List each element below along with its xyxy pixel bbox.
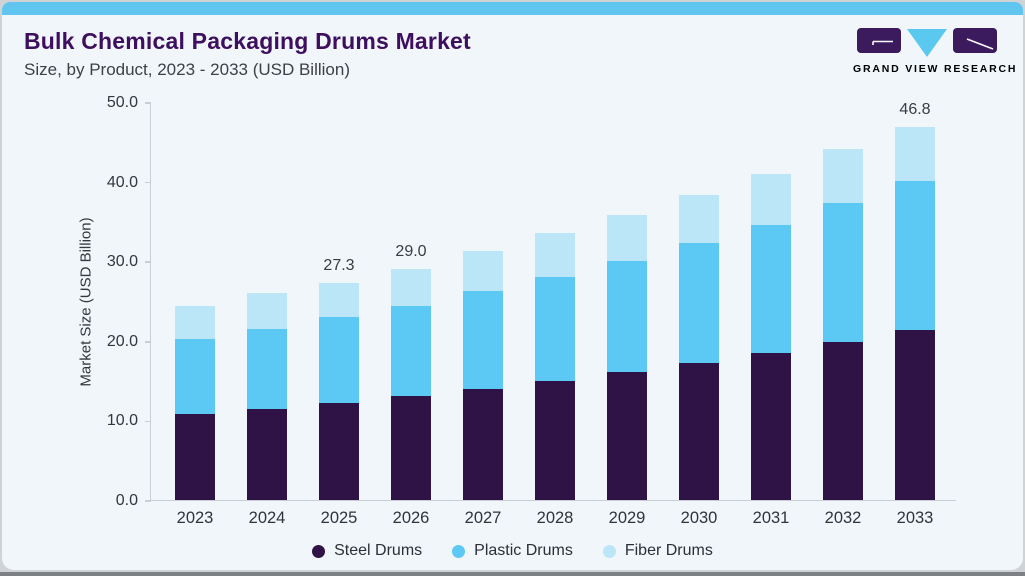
bar-segment-2031-fiber-drums (751, 174, 791, 226)
bar-segment-2023-plastic-drums (175, 339, 215, 415)
bar-segment-2032-steel-drums (823, 341, 863, 500)
chart-subtitle: Size, by Product, 2023 - 2033 (USD Billi… (24, 60, 350, 79)
x-tick-label-2025: 2025 (320, 509, 358, 527)
bar-segment-2028-fiber-drums (535, 233, 575, 278)
legend-item-fiber-drums: Fiber Drums (602, 542, 713, 560)
chart-title: Bulk Chemical Packaging Drums Market (24, 28, 471, 54)
legend-label: Plastic Drums (474, 542, 573, 559)
bar-2027 (463, 250, 503, 500)
bar-2023 (175, 305, 215, 500)
bar-segment-2029-steel-drums (607, 371, 647, 500)
legend-swatch-icon (602, 544, 616, 558)
y-tick-label: 20.0 (106, 332, 138, 350)
bar-segment-2024-fiber-drums (247, 293, 287, 329)
chart-legend: Steel Drums Plastic Drums Fiber Drums (2, 542, 1023, 560)
bar-segment-2030-fiber-drums (679, 195, 719, 243)
y-tick-mark (145, 181, 151, 184)
bar-2032 (823, 148, 863, 500)
bar-segment-2029-fiber-drums (607, 215, 647, 262)
legend-swatch-icon (452, 544, 466, 558)
logo-r-glyph-icon (953, 28, 997, 53)
x-tick-label-2030: 2030 (680, 509, 718, 527)
bar-total-label-2033: 46.8 (899, 101, 931, 119)
bar-2033 (895, 127, 935, 500)
legend-label: Steel Drums (334, 542, 423, 559)
bar-segment-2027-steel-drums (463, 389, 503, 500)
x-tick-label-2027: 2027 (464, 509, 502, 527)
accent-strip (2, 2, 1023, 15)
bar-segment-2030-plastic-drums (679, 242, 719, 364)
y-tick-label: 10.0 (106, 412, 138, 430)
bar-segment-2026-steel-drums (391, 395, 431, 500)
bar-2030 (679, 195, 719, 500)
bar-total-label-2025: 27.3 (323, 256, 355, 274)
bar-segment-2026-plastic-drums (391, 305, 431, 396)
x-tick-label-2023: 2023 (176, 509, 214, 527)
y-tick-label: 0.0 (115, 492, 138, 509)
bar-segment-2024-plastic-drums (247, 328, 287, 410)
y-tick-label: 50.0 (106, 94, 138, 111)
legend-item-steel-drums: Steel Drums (312, 542, 422, 560)
y-tick-label: 40.0 (106, 173, 138, 191)
y-tick-label: 30.0 (106, 253, 138, 271)
x-tick-label-2033: 2033 (896, 509, 934, 527)
bar-total-label-2026: 29.0 (395, 243, 427, 261)
x-tick-label-2026: 2026 (392, 509, 430, 527)
y-tick-mark (145, 261, 151, 263)
bar-segment-2023-fiber-drums (175, 305, 215, 340)
bar-segment-2025-fiber-drums (319, 282, 359, 317)
x-tick-label-2028: 2028 (536, 509, 574, 527)
bar-segment-2027-plastic-drums (463, 291, 503, 390)
bar-segment-2030-steel-drums (679, 363, 719, 500)
bar-2026 (391, 269, 431, 500)
x-tick-label-2031: 2031 (752, 509, 790, 527)
x-tick-label-2032: 2032 (824, 509, 862, 527)
legend-item-plastic-drums: Plastic Drums (452, 542, 573, 560)
x-tick-label-2029: 2029 (608, 509, 646, 527)
bar-segment-2025-steel-drums (319, 402, 359, 500)
bar-segment-2033-plastic-drums (895, 180, 935, 331)
bar-segment-2026-fiber-drums (391, 269, 431, 306)
bar-2024 (247, 293, 287, 500)
bar-2031 (751, 174, 791, 500)
bar-segment-2032-fiber-drums (823, 148, 863, 204)
bar-segment-2031-plastic-drums (751, 225, 791, 353)
bar-segment-2024-steel-drums (247, 409, 287, 500)
logo-blocks (853, 28, 1001, 58)
bar-segment-2033-steel-drums (895, 330, 935, 500)
bar-segment-2029-plastic-drums (607, 261, 647, 372)
x-tick-label-2024: 2024 (248, 509, 286, 527)
bar-segment-2025-plastic-drums (319, 316, 359, 403)
bar-2028 (535, 233, 575, 500)
bar-segment-2031-steel-drums (751, 352, 791, 500)
grand-view-research-logo: GRAND VIEW RESEARCH (853, 28, 1018, 75)
y-tick-mark (145, 102, 151, 104)
frame-bottom-edge (0, 572, 1025, 576)
y-tick-mark (145, 500, 151, 502)
bar-2025 (319, 282, 359, 500)
legend-swatch-icon (312, 544, 326, 558)
legend-label: Fiber Drums (624, 542, 713, 559)
logo-g-block-icon (857, 28, 901, 53)
y-tick-mark (145, 420, 151, 423)
bar-segment-2028-plastic-drums (535, 277, 575, 382)
logo-r-block-icon (953, 28, 997, 53)
y-axis-title: Market Size (USD Billion) (77, 217, 95, 387)
chart-header: Bulk Chemical Packaging Drums Market Siz… (24, 28, 471, 80)
logo-v-triangle-icon (907, 29, 947, 57)
y-tick-mark (145, 341, 151, 343)
bar-segment-2027-fiber-drums (463, 250, 503, 292)
bar-segment-2032-plastic-drums (823, 203, 863, 342)
bar-segment-2028-steel-drums (535, 381, 575, 500)
bar-2029 (607, 215, 647, 500)
logo-wordmark: GRAND VIEW RESEARCH (853, 63, 1018, 75)
logo-g-glyph-icon (857, 28, 901, 53)
bar-segment-2023-steel-drums (175, 414, 215, 500)
bar-segment-2033-fiber-drums (895, 127, 935, 181)
plot-area: 0.0 10.0 20.0 30.0 40.0 50.0 2023 2024 27.3 2025 2… (107, 94, 956, 527)
